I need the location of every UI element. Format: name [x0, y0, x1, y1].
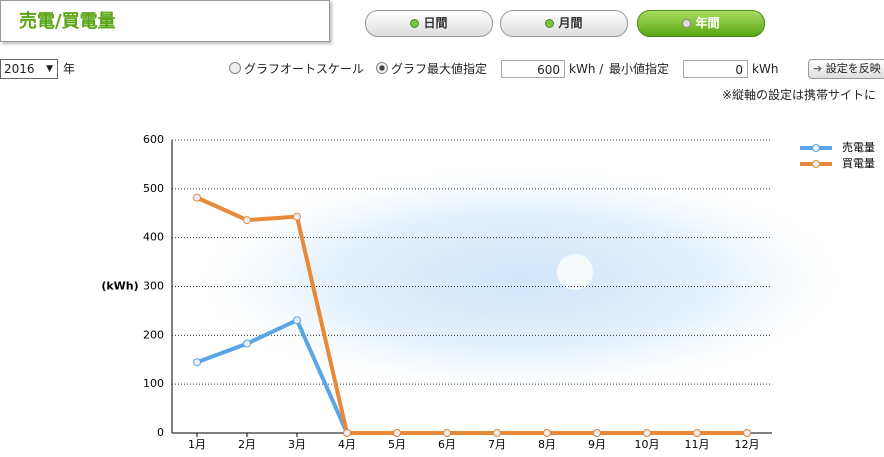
- data-point: [493, 429, 501, 437]
- data-point: [443, 429, 451, 437]
- x-tick-label: 10月: [635, 438, 660, 451]
- series-line: [196, 195, 747, 435]
- tab-day[interactable]: 日間: [365, 10, 493, 37]
- max-option[interactable]: グラフ最大値指定: [376, 60, 487, 78]
- y-tick-label: 0: [157, 426, 164, 439]
- min-unit: kWh: [752, 62, 779, 76]
- note: ※縦軸の設定は携帯サイトに: [722, 88, 877, 102]
- apply-label: 設定を反映: [825, 62, 881, 75]
- y-axis-label: (kWh): [101, 280, 138, 293]
- y-tick-label: 300: [143, 280, 164, 293]
- x-tick-label: 6月: [438, 438, 456, 451]
- radio-selected[interactable]: [376, 62, 388, 74]
- x-tick-label: 11月: [685, 438, 710, 451]
- min-label: 最小値指定: [609, 62, 670, 76]
- dropdown-arrow: ▼: [46, 64, 53, 74]
- year-value: 2016: [4, 62, 35, 76]
- data-point: [593, 429, 601, 437]
- data-point: [543, 429, 551, 437]
- tab-year[interactable]: 年間: [637, 10, 765, 37]
- y-tick-label: 100: [143, 377, 164, 390]
- x-tick-label: 1月: [188, 438, 206, 451]
- max-input[interactable]: 600: [501, 60, 565, 78]
- x-tick-label: 3月: [288, 438, 306, 451]
- glow-spot: [557, 254, 593, 290]
- data-point: [243, 216, 251, 225]
- year-unit: 年: [63, 62, 76, 76]
- y-tick-label: 200: [143, 328, 164, 341]
- y-tick-label: 500: [143, 182, 164, 195]
- data-point: [693, 429, 701, 437]
- legend-marker: [812, 144, 820, 152]
- data-point: [343, 429, 351, 437]
- x-tick-label: 7月: [488, 438, 506, 451]
- y-tick-label: 600: [143, 133, 164, 146]
- data-point: [393, 429, 401, 437]
- header-title: 売電/買電量: [0, 0, 330, 42]
- data-point: [293, 316, 301, 325]
- data-point: [743, 429, 751, 437]
- year-select[interactable]: 2016 ▼: [0, 59, 58, 79]
- data-point: [243, 339, 251, 348]
- data-point: [193, 193, 201, 202]
- radio[interactable]: [229, 62, 241, 74]
- apply-button[interactable]: ➔ 設定を反映: [808, 59, 884, 79]
- auto-scale-label: グラフオートスケール: [244, 62, 365, 76]
- x-tick-label: 4月: [338, 438, 356, 451]
- legend-label: 売電量: [842, 141, 875, 154]
- data-point: [293, 212, 301, 221]
- legend-marker: [812, 160, 820, 168]
- min-input[interactable]: 0: [683, 60, 748, 78]
- tab-month[interactable]: 月間: [500, 10, 628, 37]
- background-glow: [180, 160, 860, 400]
- x-tick-label: 12月: [735, 438, 760, 451]
- data-point: [643, 429, 651, 437]
- y-tick-label: 400: [143, 231, 164, 244]
- x-tick-label: 5月: [388, 438, 406, 451]
- legend-label: 買電量: [842, 157, 875, 170]
- max-unit: kWh /: [569, 62, 604, 76]
- max-label: グラフ最大値指定: [391, 62, 488, 76]
- auto-scale-option[interactable]: グラフオートスケール: [229, 60, 364, 78]
- x-tick-label: 2月: [238, 438, 256, 451]
- data-point: [193, 358, 201, 367]
- x-tick-label: 8月: [538, 438, 556, 451]
- x-tick-label: 9月: [588, 438, 606, 451]
